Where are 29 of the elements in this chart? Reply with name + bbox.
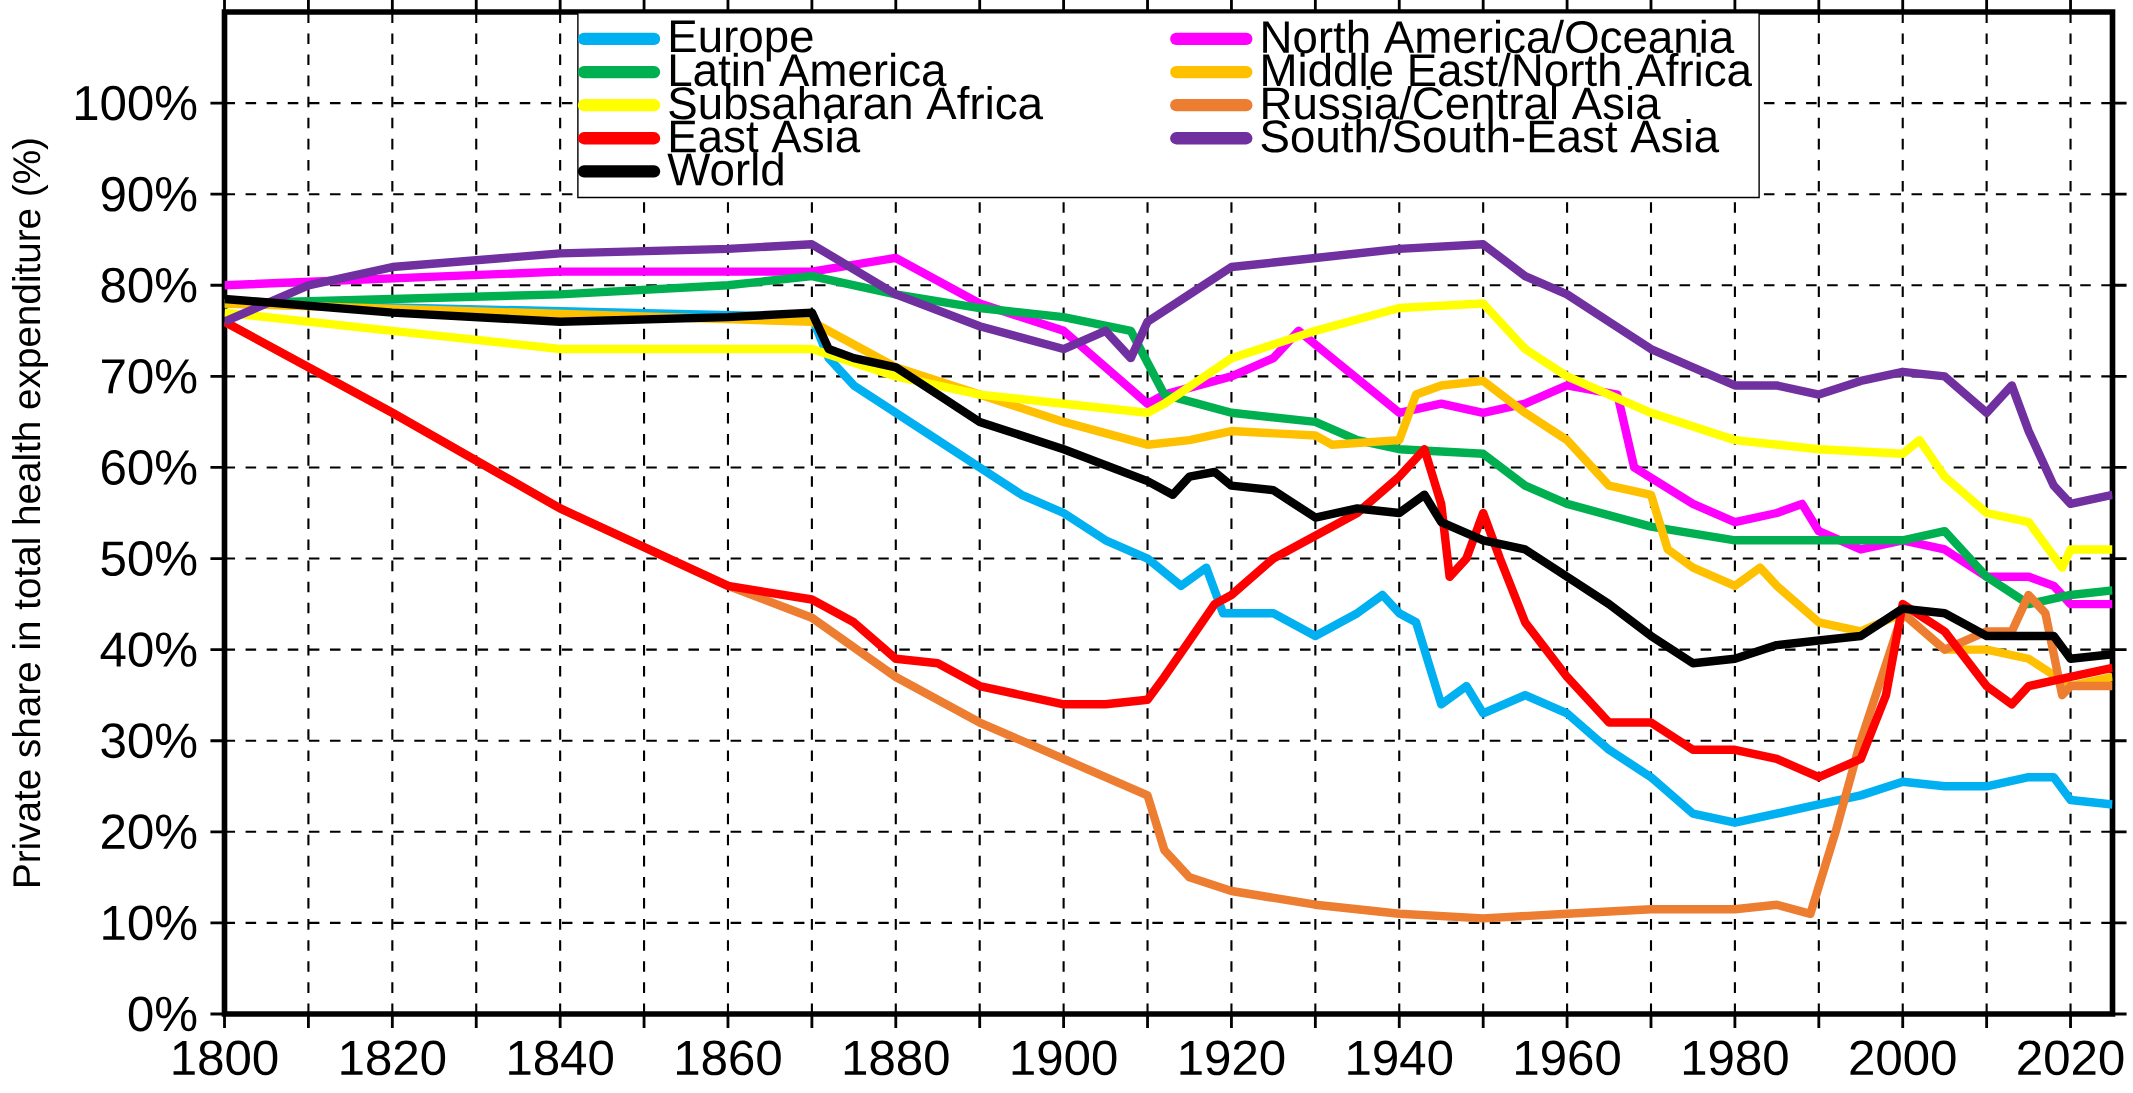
x-tick-label: 1900	[1012, 1040, 1117, 1076]
y-tick-label: 20%	[102, 814, 197, 850]
y-tick-label: 50%	[101, 541, 197, 576]
y-tick-label: 40%	[100, 632, 197, 668]
y-tick-label: 10%	[103, 905, 197, 941]
y-tick-label: 60%	[102, 450, 197, 485]
x-tick-label: 1940	[1348, 1040, 1453, 1076]
legend-label: Middle East/North Africa	[1263, 52, 1752, 87]
legend-label: North America/Oceania	[1263, 19, 1735, 54]
x-tick-label: 1880	[844, 1040, 949, 1076]
y-tick-label: 100%	[75, 85, 197, 121]
x-tick-label: 1920	[1180, 1040, 1285, 1076]
x-tick-label: 1820	[341, 1040, 446, 1076]
y-tick-label: 30%	[101, 723, 197, 759]
x-tick-label: 1840	[509, 1040, 613, 1076]
x-tick-label: 1860	[676, 1040, 781, 1076]
x-tick-label: 2000	[1850, 1040, 1956, 1076]
y-tick-label: 80%	[101, 267, 197, 303]
y-tick-label: 90%	[101, 176, 197, 212]
legend-label: South/South-East Asia	[1261, 119, 1720, 153]
legend-label: World	[667, 152, 783, 186]
x-tick-label: 2020	[2018, 1040, 2124, 1076]
x-tick-label: 1800	[173, 1040, 278, 1076]
x-tick-label: 1960	[1516, 1040, 1620, 1076]
y-axis-title: Private share in total health expenditure (%)	[12, 139, 49, 886]
x-tick-label: 1980	[1683, 1040, 1788, 1076]
y-tick-label: 0%	[128, 996, 197, 1032]
legend-label: East Asia	[670, 119, 861, 153]
y-tick-label: 70%	[102, 358, 197, 394]
